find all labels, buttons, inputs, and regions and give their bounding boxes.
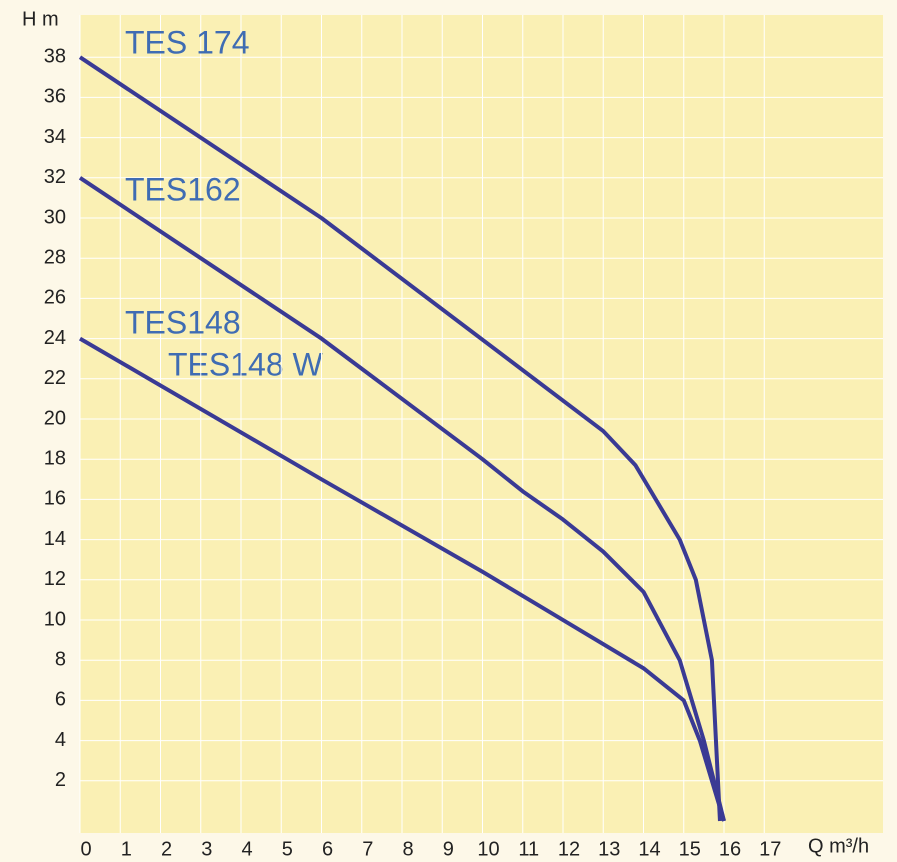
x-tick-label: 2 xyxy=(161,838,172,860)
x-tick-label: 8 xyxy=(402,838,413,860)
y-tick-label: 38 xyxy=(44,45,66,67)
y-tick-label: 26 xyxy=(44,287,66,309)
x-axis-label: Q m³/h xyxy=(808,835,869,857)
y-tick-label: 18 xyxy=(44,447,66,469)
x-tick-label: 17 xyxy=(759,838,781,860)
x-tick-label: 0 xyxy=(80,838,91,860)
x-tick-label: 12 xyxy=(558,838,580,860)
y-tick-label: 4 xyxy=(55,729,66,751)
x-tick-label: 10 xyxy=(477,838,499,860)
x-tick-label: 5 xyxy=(282,838,293,860)
series-label: TES148 xyxy=(125,304,241,340)
x-tick-label: 11 xyxy=(518,838,539,860)
y-tick-label: 34 xyxy=(44,126,66,148)
y-tick-label: 10 xyxy=(44,608,66,630)
x-tick-label: 4 xyxy=(241,838,252,860)
x-tick-label: 1 xyxy=(121,838,132,860)
x-tick-label: 16 xyxy=(719,838,741,860)
y-tick-label: 2 xyxy=(55,769,66,791)
annotation: TES148 W xyxy=(168,346,324,382)
series-label: TES 174 xyxy=(125,24,250,60)
y-tick-label: 28 xyxy=(44,246,66,268)
series-label: TES162 xyxy=(125,171,241,207)
y-tick-label: 24 xyxy=(44,327,66,349)
y-tick-label: 30 xyxy=(44,206,66,228)
series-line xyxy=(78,55,722,822)
y-tick-label: 12 xyxy=(44,568,66,590)
y-tick-label: 20 xyxy=(44,407,66,429)
series-line xyxy=(78,176,726,822)
x-tick-label: 9 xyxy=(443,838,454,860)
x-tick-label: 14 xyxy=(638,838,660,860)
x-tick-label: 6 xyxy=(322,838,333,860)
y-tick-label: 36 xyxy=(44,86,66,108)
x-tick-label: 13 xyxy=(598,838,620,860)
y-tick-label: 8 xyxy=(55,648,66,670)
x-tick-label: 15 xyxy=(679,838,701,860)
y-tick-label: 22 xyxy=(44,367,66,389)
series-line xyxy=(78,336,726,822)
y-tick-label: 6 xyxy=(55,689,66,711)
plot-area xyxy=(80,15,883,833)
y-tick-label: 14 xyxy=(44,528,66,550)
y-axis-label: H m xyxy=(22,8,59,30)
y-tick-label: 32 xyxy=(44,166,66,188)
y-tick-label: 16 xyxy=(44,488,66,510)
x-tick-label: 7 xyxy=(362,838,373,860)
x-tick-label: 3 xyxy=(201,838,212,860)
